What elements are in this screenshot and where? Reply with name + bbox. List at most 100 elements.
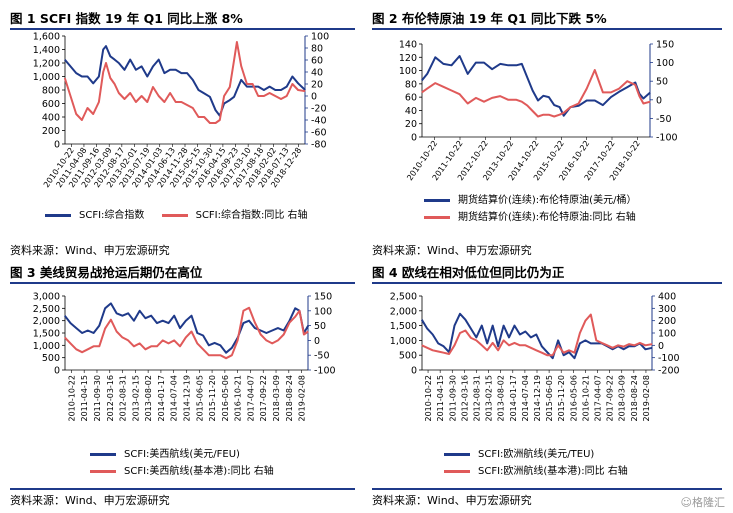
left-tick-label: 100 <box>399 66 417 77</box>
x-tick-label: 2015-11-20 <box>208 375 217 422</box>
left-tick-label: 1,000 <box>390 336 417 347</box>
title-underline <box>10 282 355 284</box>
source-note: 资料来源：Wind、申万宏源研究 <box>372 244 532 257</box>
right-tick-label: 100 <box>311 32 329 43</box>
legend-swatch-red <box>161 213 188 217</box>
legend-item: SCFI:综合指数 <box>45 206 144 221</box>
right-tick-label: 20 <box>311 80 323 91</box>
legend-item: SCFI:欧洲航线(基本港):同比 右轴 <box>444 463 628 480</box>
left-tick-label: 600 <box>42 99 60 110</box>
source-note: 资料来源：Wind、申万宏源研究 <box>10 244 170 257</box>
series-line-right <box>63 41 306 124</box>
x-tick-label: 2011-09-30 <box>448 375 457 422</box>
series-line-right <box>421 313 653 357</box>
x-tick-label: 2011-09-30 <box>93 375 102 422</box>
right-tick-label: 300 <box>658 304 676 315</box>
x-tick-label: 2011-04-15 <box>80 375 89 422</box>
right-tick-label: -200 <box>658 366 680 377</box>
legend-swatch-blue <box>45 213 71 217</box>
right-tick-label: 50 <box>656 77 668 88</box>
legend-item: SCFI:欧洲航线(美元/TEU) <box>444 446 628 463</box>
right-tick-label: 50 <box>314 321 326 332</box>
x-tick-label: 2016-10-21 <box>234 375 243 422</box>
legend-label: 期货结算价(连续):布伦特原油:同比 右轴 <box>458 212 636 223</box>
left-tick-label: 400 <box>42 113 60 124</box>
right-tick-label: -50 <box>656 114 672 125</box>
x-tick-label: 2019-02-08 <box>298 375 307 422</box>
x-tick-label: 2017-09-22 <box>259 375 268 422</box>
legend-swatch-red <box>444 469 470 473</box>
right-tick-label: 100 <box>656 58 674 69</box>
legend-label: SCFI:欧洲航线(基本港):同比 右轴 <box>478 466 628 477</box>
series-line-left <box>420 312 653 360</box>
x-tick-label: 2012-08-31 <box>472 375 481 422</box>
x-tick-label: 2012-08-31 <box>119 375 128 422</box>
series-line-left <box>421 55 651 117</box>
legend-label: SCFI:欧洲航线(美元/TEU) <box>478 449 595 460</box>
left-tick-label: 60 <box>405 93 417 104</box>
x-tick-label: 2015-11-20 <box>557 375 566 422</box>
panel-1: 图 1 SCFI 指数 19 年 Q1 同比上涨 8% 1,600 1,400 1,… <box>10 8 355 257</box>
legend-label: 期货结算价(连续):布伦特原油(美元/桶） <box>458 195 637 206</box>
chart-4: 2,5002,0001,5001,00050004003002001000-10… <box>390 292 680 422</box>
right-tick-label: -100 <box>656 133 678 144</box>
chart-legend: 期货结算价(连续):布伦特原油(美元/桶） 期货结算价(连续):布伦特原油:同比… <box>424 192 636 226</box>
right-tick-label: 100 <box>314 306 332 317</box>
left-tick-label: 1,500 <box>390 321 417 332</box>
x-tick-label: 2010-10-22 <box>424 375 433 422</box>
legend-item: 期货结算价(连续):布伦特原油:同比 右轴 <box>424 209 636 226</box>
right-tick-label: 200 <box>658 316 676 327</box>
left-tick-label: 80 <box>405 79 417 90</box>
left-tick-label: 1,400 <box>33 45 60 56</box>
legend-swatch-blue <box>90 452 116 456</box>
left-tick-label: 0 <box>54 140 60 151</box>
x-tick-label: 2015-06-05 <box>545 375 554 422</box>
right-tick-label: -100 <box>658 353 680 364</box>
x-tick-label: 2018-08-24 <box>285 375 294 422</box>
left-tick-label: 500 <box>42 353 60 364</box>
legend-label: SCFI:美西航线(基本港):同比 右轴 <box>124 466 274 477</box>
x-tick-label: 2018-03-09 <box>272 375 281 422</box>
left-tick-label: 0 <box>54 366 60 377</box>
chart-1: 1,6001,4001,2001,00080060040020001008060… <box>33 32 329 190</box>
panel-title: 图 2 布伦特原油 19 年 Q1 同比下跌 5% <box>372 11 607 26</box>
x-tick-label: 2012-03-16 <box>106 375 115 422</box>
series-line-right <box>64 306 309 360</box>
left-tick-label: 1,500 <box>33 329 60 340</box>
right-tick-label: -80 <box>311 140 327 151</box>
panel-title: 图 3 美线贸易战抢运后期仍在高位 <box>10 265 203 280</box>
title-underline <box>372 28 722 30</box>
x-tick-label: 2014-01-17 <box>157 375 166 422</box>
left-tick-label: 140 <box>399 40 417 51</box>
right-tick-label: 40 <box>311 68 323 79</box>
right-tick-label: -20 <box>311 104 327 115</box>
x-tick-label: 2014-12-19 <box>533 375 542 422</box>
chart-legend: SCFI:美西航线(美元/FEU) SCFI:美西航线(基本港):同比 右轴 <box>90 446 274 480</box>
left-tick-label: 0 <box>411 133 417 144</box>
legend-label: SCFI:综合指数:同比 右轴 <box>195 210 308 221</box>
right-tick-label: 0 <box>311 92 317 103</box>
left-tick-label: 1,000 <box>33 341 60 352</box>
right-tick-label: 400 <box>658 292 676 303</box>
left-tick-label: 200 <box>42 126 60 137</box>
left-tick-label: 40 <box>405 106 417 117</box>
x-tick-label: 2017-09-22 <box>606 375 615 422</box>
watermark: ☺格隆汇 <box>680 496 725 509</box>
source-note: 资料来源：Wind、申万宏源研究 <box>372 494 532 507</box>
series-line-right <box>421 69 651 118</box>
legend-swatch-blue <box>424 198 450 202</box>
x-tick-label: 2016-05-06 <box>569 375 578 422</box>
x-tick-label: 2014-12-19 <box>183 375 192 422</box>
chart-3: 3,0002,5002,0001,5001,0005000150100500-5… <box>33 292 336 422</box>
x-tick-label: 2015-06-05 <box>195 375 204 422</box>
left-tick-label: 2,000 <box>33 316 60 327</box>
chart-legend: SCFI:综合指数 SCFI:综合指数:同比 右轴 <box>45 206 308 221</box>
left-tick-label: 20 <box>405 119 417 130</box>
legend-swatch-blue <box>444 452 470 456</box>
left-tick-label: 800 <box>42 86 60 97</box>
x-tick-label: 2013-08-02 <box>144 375 153 422</box>
x-tick-label: 2013-02-15 <box>131 375 140 422</box>
x-tick-label: 2018-03-09 <box>618 375 627 422</box>
x-tick-label: 2017-04-07 <box>594 375 603 422</box>
right-tick-label: 150 <box>314 292 332 303</box>
